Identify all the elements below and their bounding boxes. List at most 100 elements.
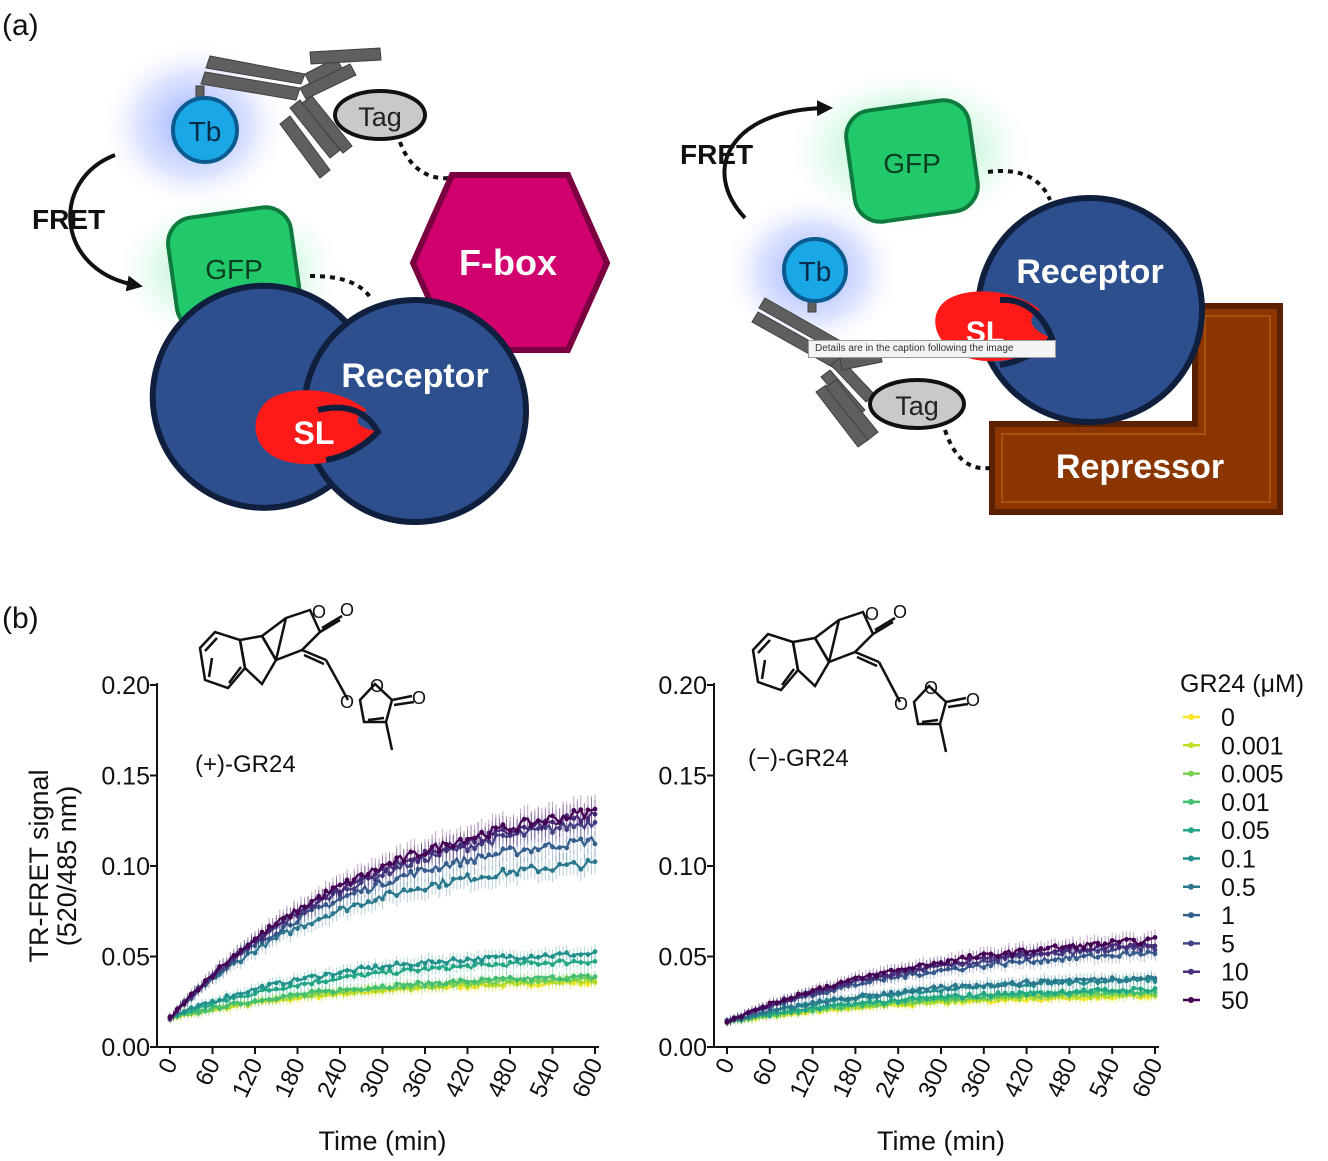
legend-marker xyxy=(1188,714,1194,720)
data-point xyxy=(528,977,534,983)
data-point xyxy=(1116,978,1122,983)
data-point xyxy=(952,982,958,988)
data-point xyxy=(592,811,598,817)
data-point xyxy=(486,954,492,960)
data-point xyxy=(458,836,463,842)
data-point xyxy=(224,998,230,1004)
data-point xyxy=(309,921,315,927)
x-tick-label: 480 xyxy=(1041,1054,1082,1102)
series-50 xyxy=(167,794,598,1021)
data-point xyxy=(181,1009,187,1014)
legend-marker xyxy=(1188,883,1194,890)
data-point xyxy=(952,986,958,992)
data-point xyxy=(351,974,357,979)
data-point xyxy=(436,848,442,854)
data-point xyxy=(443,861,449,866)
data-point xyxy=(881,977,887,983)
y-tick-label: 0.20 xyxy=(658,672,707,700)
data-point xyxy=(458,963,463,969)
data-point xyxy=(408,963,414,969)
data-point xyxy=(1017,960,1022,965)
data-point xyxy=(373,881,378,887)
diagram-right: FRET GFP Repressor Receptor SL Tb Tag xyxy=(680,65,1283,515)
data-point xyxy=(1152,951,1158,957)
chart-minus-gr24: 0.00 0.05 0.10 0.15 0.20 0 60 120 180 240 300 360 42… xyxy=(658,672,1168,1156)
y-tick-label: 0.10 xyxy=(658,853,707,881)
data-point xyxy=(1116,989,1122,994)
data-point xyxy=(465,859,470,865)
series-50 xyxy=(724,929,1158,1026)
data-point xyxy=(938,983,944,989)
data-point xyxy=(181,1001,187,1007)
data-point xyxy=(387,871,392,877)
data-point xyxy=(210,974,215,980)
data-point xyxy=(781,997,787,1003)
data-point xyxy=(1116,939,1122,945)
data-point xyxy=(295,984,300,989)
data-point xyxy=(330,890,336,896)
data-point xyxy=(309,973,315,979)
data-point xyxy=(838,979,844,985)
data-point xyxy=(231,993,237,999)
data-point xyxy=(1145,995,1151,1000)
data-point xyxy=(1088,988,1094,994)
data-point xyxy=(1088,947,1094,953)
x-tick-label: 300 xyxy=(913,1054,954,1102)
compound-label-minus: (−)-GR24 xyxy=(748,745,849,772)
data-point xyxy=(521,959,527,965)
repressor-label: Repressor xyxy=(1056,448,1224,486)
data-point xyxy=(288,931,293,937)
data-point xyxy=(592,841,598,847)
data-point xyxy=(288,992,293,997)
data-point xyxy=(500,975,506,981)
data-point xyxy=(1052,979,1058,985)
data-point xyxy=(917,995,922,1000)
data-point xyxy=(450,963,456,969)
data-point xyxy=(803,1008,808,1013)
x-tick-label: 420 xyxy=(440,1054,481,1102)
legend-label: 0.05 xyxy=(1221,817,1270,845)
data-point xyxy=(521,824,527,830)
data-point xyxy=(1081,987,1087,992)
data-point xyxy=(415,962,421,968)
data-point xyxy=(1024,992,1029,998)
repressor-inner xyxy=(1001,315,1271,503)
data-point xyxy=(323,913,329,919)
data-point xyxy=(528,823,534,829)
data-point xyxy=(507,953,513,959)
data-point xyxy=(252,998,258,1003)
legend-label: 50 xyxy=(1221,987,1249,1015)
data-point xyxy=(888,973,894,978)
data-point xyxy=(259,987,265,993)
data-point xyxy=(1067,947,1072,953)
data-point xyxy=(1116,945,1122,950)
data-point xyxy=(302,904,307,910)
data-point xyxy=(995,954,1001,960)
data-point xyxy=(316,893,322,899)
data-point xyxy=(344,886,350,892)
data-point xyxy=(351,969,357,975)
data-point xyxy=(493,954,499,960)
data-point xyxy=(1124,950,1129,955)
data-point xyxy=(1074,995,1079,1001)
data-point xyxy=(1067,981,1072,987)
data-point xyxy=(1152,947,1158,953)
data-point xyxy=(429,964,435,970)
structure-minus-gr24 xyxy=(751,610,969,753)
data-point xyxy=(1017,947,1022,953)
data-point xyxy=(458,977,463,983)
data-point xyxy=(316,916,322,922)
data-point xyxy=(1145,978,1151,984)
data-point xyxy=(860,992,865,998)
data-point xyxy=(571,958,577,964)
data-point xyxy=(500,962,506,968)
struct-o-5: O xyxy=(412,688,426,708)
data-point xyxy=(988,958,994,964)
data-point xyxy=(380,863,385,869)
tb-circle xyxy=(171,96,239,164)
y-axis-label-line2: (520/485 nm) xyxy=(52,786,82,947)
data-point xyxy=(564,950,570,956)
data-point xyxy=(888,997,894,1003)
data-point xyxy=(795,1008,801,1013)
data-point xyxy=(486,983,492,988)
